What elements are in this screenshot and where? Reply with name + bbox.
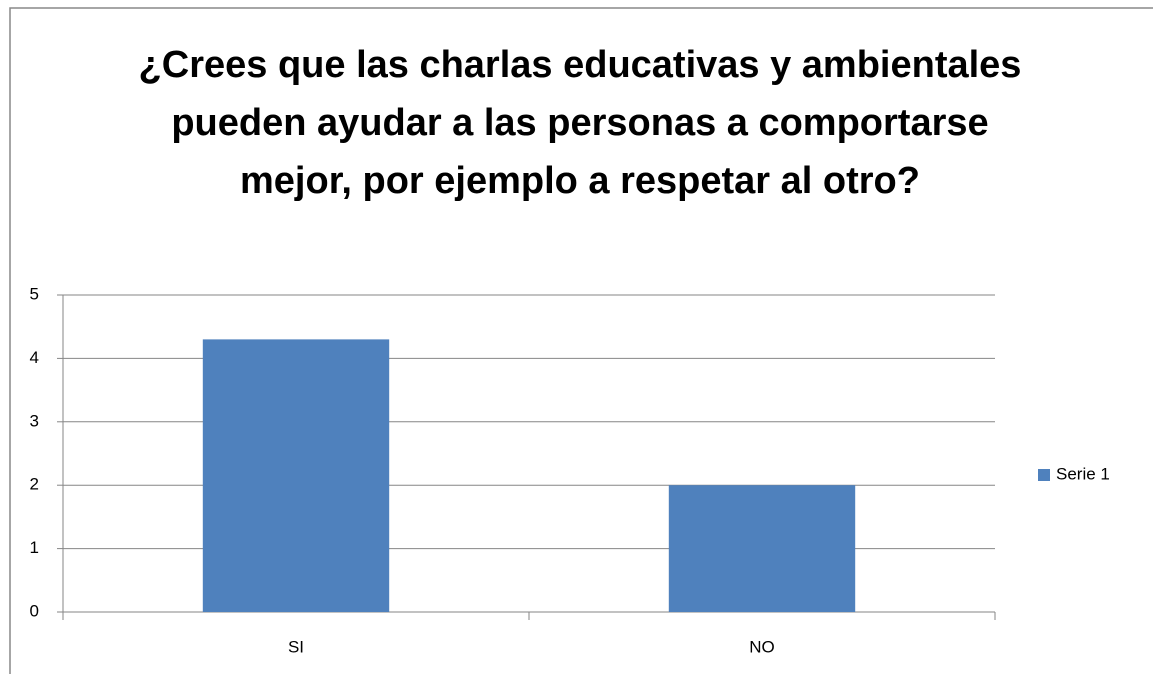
legend-swatch [1038,469,1050,481]
chart-border [9,7,1153,674]
y-tick-label: 4 [30,348,39,367]
legend-label: Serie 1 [1056,464,1110,483]
x-tick-label: SI [288,637,304,656]
bar [202,339,390,612]
x-tick-label: NO [749,637,775,656]
y-tick-label: 3 [30,411,39,430]
y-tick-label: 0 [30,601,39,620]
bar [668,485,856,612]
y-tick-label: 1 [30,538,39,557]
y-tick-label: 5 [30,284,39,303]
y-tick-label: 2 [30,475,39,494]
chart-title: ¿Crees que las charlas educativas y ambi… [138,44,1022,202]
